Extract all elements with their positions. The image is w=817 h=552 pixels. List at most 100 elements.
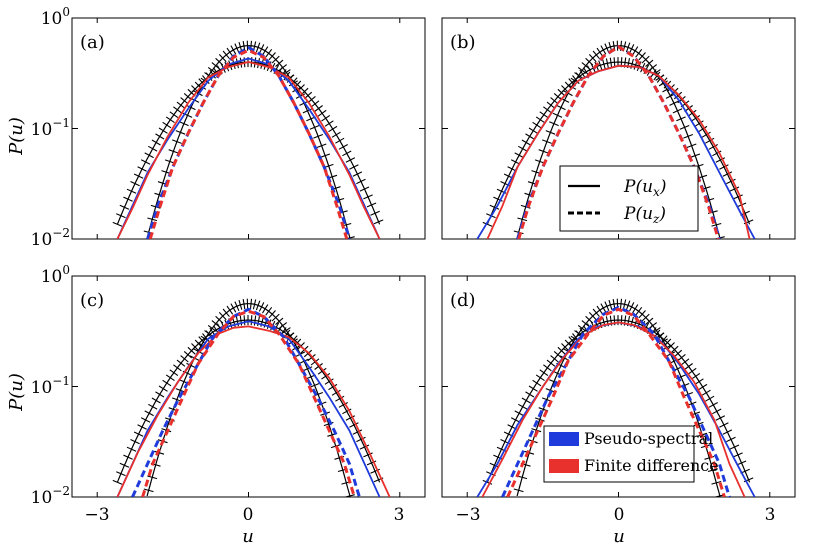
gaussian-hatch-mark bbox=[148, 403, 158, 410]
gaussian-hatch-mark bbox=[373, 219, 384, 225]
gaussian-hatch-mark bbox=[518, 403, 528, 410]
line-style-legend: P(ux) P(uz) bbox=[559, 165, 699, 232]
gaussian-hatch-mark bbox=[345, 415, 356, 421]
gaussian-hatch-mark bbox=[628, 44, 635, 54]
gaussian-hatch-mark bbox=[366, 202, 377, 208]
y-tick-label-1e-1: 10−1 bbox=[31, 374, 70, 398]
gaussian-hatch-mark bbox=[207, 324, 217, 332]
gaussian-hatch-mark bbox=[218, 54, 227, 63]
gaussian-hatch-mark bbox=[549, 121, 559, 127]
gaussian-hatch-mark bbox=[517, 217, 528, 222]
gaussian-hatch-mark bbox=[726, 178, 736, 185]
gaussian-hatch-mark bbox=[722, 171, 733, 177]
panel-c: (c) bbox=[71, 275, 426, 498]
finite-difference-uz-line bbox=[506, 307, 726, 497]
gaussian-hatch-mark bbox=[173, 106, 182, 114]
x-tick-label-3: 3 bbox=[765, 505, 776, 525]
gaussian-hatch-mark bbox=[543, 106, 552, 114]
gaussian-hatch-mark bbox=[316, 143, 327, 149]
gaussian-hatch-mark bbox=[679, 124, 690, 130]
gaussian-hatch-mark bbox=[552, 112, 563, 118]
gaussian-hatch-mark bbox=[585, 57, 594, 66]
gaussian-hatch-mark bbox=[317, 367, 327, 375]
gaussian-hatch-mark bbox=[726, 436, 736, 443]
gaussian-hatch-mark bbox=[226, 305, 234, 315]
gaussian-hatch-mark bbox=[133, 173, 144, 179]
gaussian-hatch-mark bbox=[222, 308, 230, 318]
gaussian-hatch-mark bbox=[691, 114, 701, 122]
gaussian-hatch-mark bbox=[313, 133, 323, 139]
gaussian-hatch-mark bbox=[632, 46, 639, 56]
gaussian-hatch-mark bbox=[707, 468, 718, 473]
gaussian-hatch-mark bbox=[701, 131, 711, 138]
gaussian-hatch-mark bbox=[235, 58, 239, 69]
gaussian-hatch-mark bbox=[729, 444, 740, 450]
gaussian-hatch-mark bbox=[363, 194, 373, 200]
gaussian-reference-curve bbox=[112, 57, 384, 227]
gaussian-hatch-mark bbox=[592, 50, 600, 60]
y-tick-label-1e-2: 10−2 bbox=[31, 484, 70, 508]
gaussian-hatch-mark bbox=[635, 48, 643, 58]
gaussian-hatch-mark bbox=[155, 133, 165, 140]
gaussian-hatch-mark bbox=[632, 304, 639, 314]
gaussian-hatch-mark bbox=[535, 116, 545, 124]
gaussian-hatch-mark bbox=[144, 410, 154, 417]
x-tick-labels-left: −3 0 3 bbox=[84, 505, 404, 525]
gaussian-hatch-mark bbox=[489, 204, 500, 210]
gaussian-hatch-mark bbox=[317, 109, 327, 117]
gaussian-hatch-mark bbox=[278, 64, 288, 72]
x-axis-label-right: u bbox=[613, 526, 625, 547]
x-tick-label-minus3: −3 bbox=[84, 505, 109, 525]
gaussian-hatch-mark bbox=[239, 57, 243, 68]
gaussian-hatch-mark bbox=[302, 366, 313, 372]
x-tick-label-0: 0 bbox=[243, 505, 254, 525]
gaussian-hatch-mark bbox=[729, 186, 740, 192]
x-tick-label-0: 0 bbox=[614, 505, 625, 525]
gaussian-hatch-mark bbox=[708, 402, 718, 408]
gaussian-hatch-mark bbox=[150, 204, 161, 209]
gaussian-hatch-mark bbox=[338, 402, 348, 408]
gaussian-hatch-mark bbox=[324, 120, 334, 127]
plot-area bbox=[476, 40, 756, 239]
gaussian-hatch-mark bbox=[292, 86, 302, 93]
gaussian-hatch-mark bbox=[712, 150, 722, 157]
y-tick-exp: 0 bbox=[62, 5, 70, 19]
gaussian-hatch-mark bbox=[349, 422, 359, 428]
gaussian-hatch-mark bbox=[262, 304, 269, 314]
gaussian-hatch-mark bbox=[514, 152, 524, 159]
gaussian-hatch-mark bbox=[605, 58, 609, 69]
legend-swatch-finite-difference bbox=[549, 459, 579, 473]
gaussian-hatch-mark bbox=[162, 121, 172, 129]
gaussian-hatch-mark bbox=[260, 58, 264, 69]
gaussian-hatch-mark bbox=[281, 327, 291, 334]
gaussian-hatch-mark bbox=[698, 125, 708, 133]
gaussian-hatch-mark bbox=[331, 389, 341, 396]
gaussian-hatch-mark bbox=[363, 452, 373, 458]
gaussian-hatch-mark bbox=[179, 121, 189, 127]
color-legend: Pseudo-spectral Finite difference bbox=[543, 425, 719, 483]
gaussian-hatch-mark bbox=[528, 127, 538, 134]
y-axis-label-bottom: P(u) bbox=[6, 373, 27, 412]
gaussian-hatch-mark bbox=[534, 159, 545, 164]
panel-d: (d) bbox=[441, 275, 796, 498]
gaussian-hatch-mark bbox=[250, 315, 253, 326]
gaussian-hatch-mark bbox=[687, 109, 697, 117]
gaussian-hatch-mark bbox=[514, 410, 524, 417]
gaussian-hatch-mark bbox=[133, 431, 144, 437]
gaussian-hatch-mark bbox=[550, 355, 559, 363]
gaussian-hatch-mark bbox=[242, 41, 246, 52]
pseudo-spectral-uz-line bbox=[501, 305, 731, 497]
gaussian-hatch-mark bbox=[513, 488, 524, 493]
y-tick-exp: −2 bbox=[52, 226, 70, 240]
gaussian-hatch-mark bbox=[680, 358, 690, 366]
gaussian-hatch-mark bbox=[510, 417, 521, 423]
plot-area bbox=[112, 40, 384, 239]
finite-difference-ux-line bbox=[486, 64, 751, 239]
gaussian-hatch-mark bbox=[528, 385, 538, 392]
gaussian-hatch-mark bbox=[545, 130, 556, 135]
gaussian-hatch-mark bbox=[719, 164, 729, 170]
gaussian-hatch-mark bbox=[271, 55, 280, 64]
gaussian-hatch-mark bbox=[186, 362, 196, 369]
gaussian-hatch-mark bbox=[538, 149, 549, 154]
gaussian-hatch-mark bbox=[147, 475, 158, 480]
